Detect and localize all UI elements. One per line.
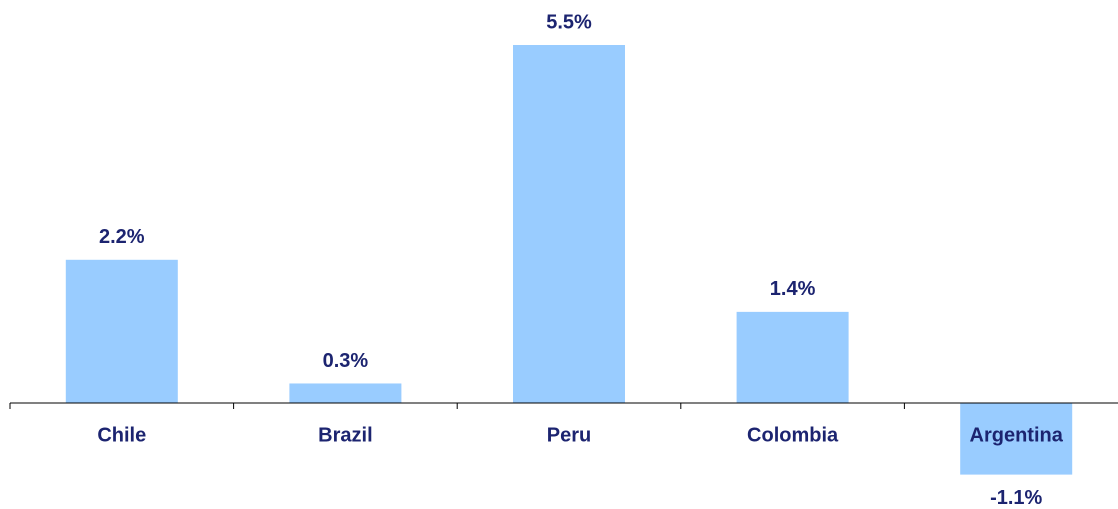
x-tick-label: Chile bbox=[97, 424, 146, 446]
x-tick-label: Argentina bbox=[970, 424, 1064, 446]
x-tick-label: Peru bbox=[547, 424, 591, 446]
bar bbox=[513, 45, 625, 403]
x-tick-label: Brazil bbox=[318, 424, 372, 446]
bar bbox=[960, 403, 1073, 475]
value-label: 1.4% bbox=[770, 278, 816, 300]
value-label: 5.5% bbox=[546, 11, 592, 33]
bar bbox=[65, 259, 178, 403]
x-tick-label: Colombia bbox=[747, 424, 839, 446]
value-label: 0.3% bbox=[323, 350, 369, 372]
bar bbox=[736, 311, 849, 403]
bar bbox=[289, 383, 402, 403]
value-label: -1.1% bbox=[990, 487, 1042, 509]
value-label: 2.2% bbox=[99, 226, 145, 248]
